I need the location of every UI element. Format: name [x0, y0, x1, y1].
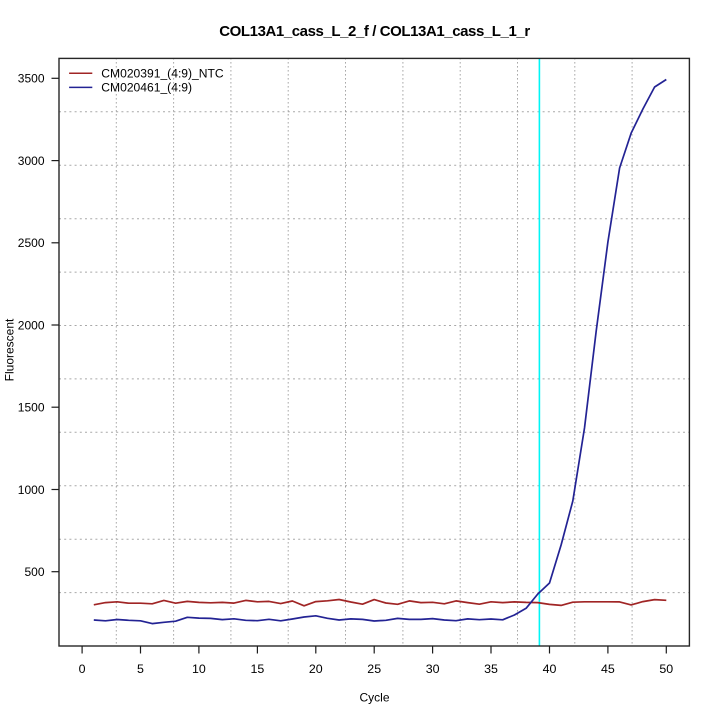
svg-text:CM020391_(4:9)_NTC: CM020391_(4:9)_NTC [101, 67, 224, 81]
svg-text:COL13A1_cass_L_2_f / COL13A1_c: COL13A1_cass_L_2_f / COL13A1_cass_L_1_r [219, 23, 530, 40]
svg-text:30: 30 [426, 662, 440, 676]
svg-text:500: 500 [24, 565, 44, 579]
svg-text:Cycle: Cycle [359, 690, 389, 704]
svg-text:1500: 1500 [18, 401, 45, 415]
svg-text:15: 15 [251, 662, 265, 676]
svg-text:2000: 2000 [18, 318, 45, 332]
svg-text:Fluorescent: Fluorescent [2, 318, 16, 381]
svg-text:35: 35 [484, 662, 498, 676]
svg-text:20: 20 [309, 662, 323, 676]
svg-text:25: 25 [367, 662, 381, 676]
svg-text:10: 10 [192, 662, 206, 676]
svg-text:2500: 2500 [18, 236, 45, 250]
svg-text:40: 40 [543, 662, 557, 676]
svg-text:1000: 1000 [18, 483, 45, 497]
svg-text:0: 0 [79, 662, 86, 676]
svg-text:3000: 3000 [18, 154, 45, 168]
svg-text:45: 45 [601, 662, 615, 676]
svg-text:CM020461_(4:9): CM020461_(4:9) [101, 80, 192, 94]
svg-text:5: 5 [137, 662, 144, 676]
svg-text:3500: 3500 [18, 72, 45, 86]
svg-text:50: 50 [659, 662, 673, 676]
